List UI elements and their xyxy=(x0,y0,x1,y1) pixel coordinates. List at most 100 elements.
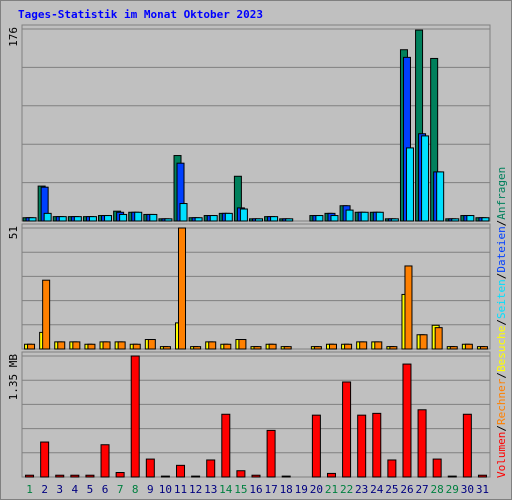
bar xyxy=(40,441,50,478)
x-tick-label: 5 xyxy=(87,483,94,496)
bar xyxy=(342,381,352,478)
bar xyxy=(221,413,231,478)
bar xyxy=(326,472,336,478)
bar xyxy=(70,474,80,478)
plot-area xyxy=(21,223,491,350)
bar xyxy=(268,343,277,350)
bar xyxy=(223,343,232,350)
legend-entry: Anfragen xyxy=(495,167,508,220)
x-tick-label: 27 xyxy=(415,483,428,496)
x-tick-label: 22 xyxy=(340,483,353,496)
legend: Volumen/Rechner/Besuche/Seiten/Dateien/A… xyxy=(495,167,508,478)
bar xyxy=(328,343,337,350)
bar xyxy=(359,341,368,350)
bar xyxy=(55,474,65,478)
x-tick-label: 21 xyxy=(325,483,338,496)
bar xyxy=(87,343,96,350)
bar xyxy=(209,215,218,222)
x-tick-label: 19 xyxy=(295,483,308,496)
bar xyxy=(270,216,279,222)
x-tick-label: 20 xyxy=(310,483,323,496)
x-tick-label: 13 xyxy=(204,483,217,496)
y-tick-label: 51 xyxy=(7,226,20,239)
bar xyxy=(147,339,156,350)
x-tick-label: 31 xyxy=(476,483,489,496)
bar xyxy=(193,346,202,350)
bar xyxy=(57,341,66,350)
x-tick-label: 3 xyxy=(56,483,63,496)
legend-separator: / xyxy=(495,425,508,432)
bar xyxy=(178,227,187,350)
x-tick-label: 24 xyxy=(370,483,384,496)
bar xyxy=(251,474,261,478)
x-tick-label: 23 xyxy=(355,483,368,496)
bar xyxy=(313,346,322,350)
x-tick-label: 25 xyxy=(385,483,398,496)
bar xyxy=(119,213,128,222)
bar xyxy=(162,346,171,350)
bar xyxy=(434,327,443,350)
x-tick-label: 1 xyxy=(26,483,33,496)
bar xyxy=(145,458,155,478)
bar xyxy=(208,341,217,350)
bar xyxy=(191,475,201,478)
bar xyxy=(360,211,369,222)
bar xyxy=(447,475,457,478)
x-tick-label: 26 xyxy=(400,483,413,496)
bar xyxy=(402,363,412,478)
bar xyxy=(236,470,246,478)
bar xyxy=(357,414,367,478)
bar xyxy=(481,217,490,222)
x-tick-label: 14 xyxy=(219,483,233,496)
bar xyxy=(72,341,81,350)
plot-area xyxy=(21,351,491,478)
x-tick-label: 15 xyxy=(234,483,247,496)
chart-title: Tages-Statistik im Monat Oktober 2023 xyxy=(18,8,263,21)
y-tick-label: 1.35 MB xyxy=(7,354,20,401)
x-tick-label: 30 xyxy=(461,483,474,496)
bar xyxy=(330,215,339,222)
x-tick-label: 4 xyxy=(72,483,79,496)
bar xyxy=(73,216,82,222)
x-tick-label: 29 xyxy=(446,483,459,496)
legend-separator: / xyxy=(495,220,508,227)
bar xyxy=(404,265,413,350)
x-tick-label: 11 xyxy=(174,483,187,496)
bar xyxy=(255,218,263,222)
bar xyxy=(421,135,430,222)
bar xyxy=(387,459,397,478)
bar xyxy=(102,341,111,350)
bar xyxy=(25,474,35,478)
bar xyxy=(28,217,37,222)
bar xyxy=(436,171,445,222)
bar xyxy=(206,459,216,478)
legend-entry: Volumen xyxy=(495,432,508,478)
bar xyxy=(389,346,398,350)
bar xyxy=(88,216,97,222)
legend-entry: Besuche xyxy=(495,326,508,372)
bar xyxy=(104,215,113,222)
bar xyxy=(115,472,125,478)
bar xyxy=(149,213,158,222)
bar xyxy=(132,343,141,350)
legend-entry: Dateien xyxy=(495,226,508,272)
bar xyxy=(479,346,488,350)
x-tick-label: 10 xyxy=(159,483,172,496)
bar xyxy=(477,474,487,478)
bar xyxy=(27,343,36,350)
bar xyxy=(449,346,458,350)
bar xyxy=(179,203,188,222)
bar xyxy=(281,475,291,478)
bar xyxy=(253,346,262,350)
bar xyxy=(42,279,51,350)
x-tick-label: 28 xyxy=(431,483,444,496)
legend-separator: / xyxy=(495,319,508,326)
bar xyxy=(58,216,67,222)
bar xyxy=(419,334,428,350)
x-tick-label: 8 xyxy=(132,483,139,496)
bar xyxy=(194,217,203,222)
bar xyxy=(451,218,460,222)
bar xyxy=(466,215,475,222)
bar xyxy=(117,341,126,350)
